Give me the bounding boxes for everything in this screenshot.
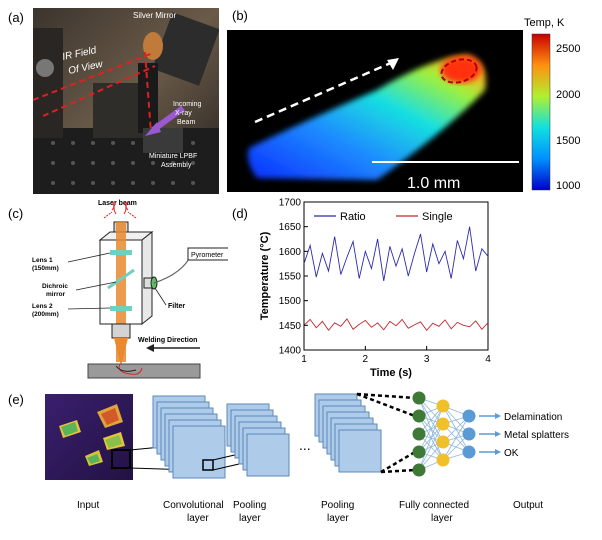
panel-label-e: (e) <box>8 392 24 407</box>
chart-xlabel: Time (s) <box>370 367 412 379</box>
lens1-label-1: Lens 1 <box>32 257 53 264</box>
output-arrows <box>479 413 501 455</box>
colorbar-tick: 2000 <box>556 89 580 101</box>
caption-conv-2: layer <box>187 513 209 524</box>
filter-label: Filter <box>168 303 185 310</box>
fc-node-blue <box>462 445 476 459</box>
caption-input: Input <box>77 500 99 511</box>
fc-node-green <box>412 391 426 405</box>
fc-connection <box>442 415 470 461</box>
convolutional-layer <box>152 395 226 479</box>
fc-node-green <box>412 463 426 477</box>
caption-conv-1: Convolutional <box>163 500 224 511</box>
layer-ellipsis: ... <box>299 437 311 453</box>
experiment-photo: Silver Mirror IR Field Of View Incoming … <box>33 8 219 194</box>
incoming-label-1: Incoming <box>173 101 202 108</box>
optics-schematic: Laser beam Pyrometer Welding Direction L… <box>32 200 228 379</box>
panel-label-c: (c) <box>8 206 24 221</box>
lens2-label-2: (200mm) <box>32 311 59 318</box>
chart-plot-area <box>303 201 489 351</box>
fully-connected-network <box>412 391 476 477</box>
colorbar: Temp, K 2500 2000 1500 1000 <box>524 17 580 192</box>
caption-output: Output <box>513 500 543 511</box>
caption-fc-1: Fully connected <box>399 500 469 511</box>
fc-node-blue <box>462 427 476 441</box>
laser-beam-label: Laser beam <box>98 200 137 207</box>
y-tick-label: 1450 <box>279 321 302 332</box>
incoming-label-3: Beam <box>177 119 195 126</box>
x-tick-label: 4 <box>485 354 491 365</box>
chart-ylabel: Temperature (°C) <box>259 231 271 320</box>
incoming-label-2: X-ray <box>175 110 192 117</box>
x-tick-label: 1 <box>301 354 307 365</box>
panel-label-a: (a) <box>8 10 24 25</box>
pooling-layer-1 <box>226 403 290 477</box>
fc-node-yellow <box>436 453 450 467</box>
output-class: Metal splatters <box>504 430 569 441</box>
lens1-label-2: (150mm) <box>32 265 59 272</box>
caption-pool1-1: Pooling <box>233 500 266 511</box>
colorbar-tick: 1500 <box>556 135 580 147</box>
y-tick-label: 1700 <box>279 198 302 209</box>
caption-pool2-1: Pooling <box>321 500 354 511</box>
pyrometer-label: Pyrometer <box>191 252 224 259</box>
fc-node-yellow <box>436 399 450 413</box>
colorbar-title: Temp, K <box>524 17 565 29</box>
output-class: OK <box>504 448 519 459</box>
scale-bar-label: 1.0 mm <box>407 175 460 192</box>
fc-node-green <box>412 427 426 441</box>
lens2-label-1: Lens 2 <box>32 303 53 310</box>
panel-label-b: (b) <box>232 8 248 23</box>
x-tick-label: 3 <box>424 354 430 365</box>
fc-connection <box>418 405 444 453</box>
fc-node-green <box>412 409 426 423</box>
lpbf-label-2: Assembly <box>161 162 192 169</box>
panel-label-d: (d) <box>232 206 248 221</box>
y-tick-label: 1550 <box>279 272 302 283</box>
x-tick-label: 2 <box>363 354 369 365</box>
series-line-ratio <box>303 226 489 282</box>
welding-direction-label: Welding Direction <box>138 337 197 344</box>
y-tick-label: 1600 <box>279 247 302 258</box>
silver-mirror-label: Silver Mirror <box>133 11 176 20</box>
legend-label: Ratio <box>340 211 366 223</box>
fc-node-yellow <box>436 417 450 431</box>
y-tick-label: 1500 <box>279 296 302 307</box>
dichroic-label-2: mirror <box>46 291 66 298</box>
thermal-image: 1.0 mm <box>227 30 523 192</box>
fc-connection <box>418 423 444 471</box>
dichroic-label-1: Dichroic <box>42 283 68 290</box>
caption-pool2-2: layer <box>327 513 349 524</box>
fc-connection <box>418 405 444 471</box>
input-blobs <box>59 404 125 466</box>
colorbar-tick: 2500 <box>556 43 580 55</box>
y-tick-label: 1400 <box>279 346 302 357</box>
output-class: Delamination <box>504 412 562 423</box>
fc-node-yellow <box>436 435 450 449</box>
caption-pool1-2: layer <box>239 513 261 524</box>
cnn-diagram: ... Delamination Metal splatters OK Inpu… <box>45 391 569 524</box>
fc-node-blue <box>462 409 476 423</box>
pooling-layer-2 <box>314 393 382 473</box>
colorbar-tick: 1000 <box>556 180 580 192</box>
legend-label: Single <box>422 211 453 223</box>
lpbf-label-1: Miniature LPBF <box>149 153 197 160</box>
caption-fc-2: layer <box>431 513 453 524</box>
series-line-single <box>303 318 489 332</box>
y-tick-label: 1650 <box>279 222 302 233</box>
temperature-chart: 1 2 3 4 1400 1450 1500 1550 1600 1650 1700 Time (s… <box>259 198 491 380</box>
fc-node-green <box>412 445 426 459</box>
